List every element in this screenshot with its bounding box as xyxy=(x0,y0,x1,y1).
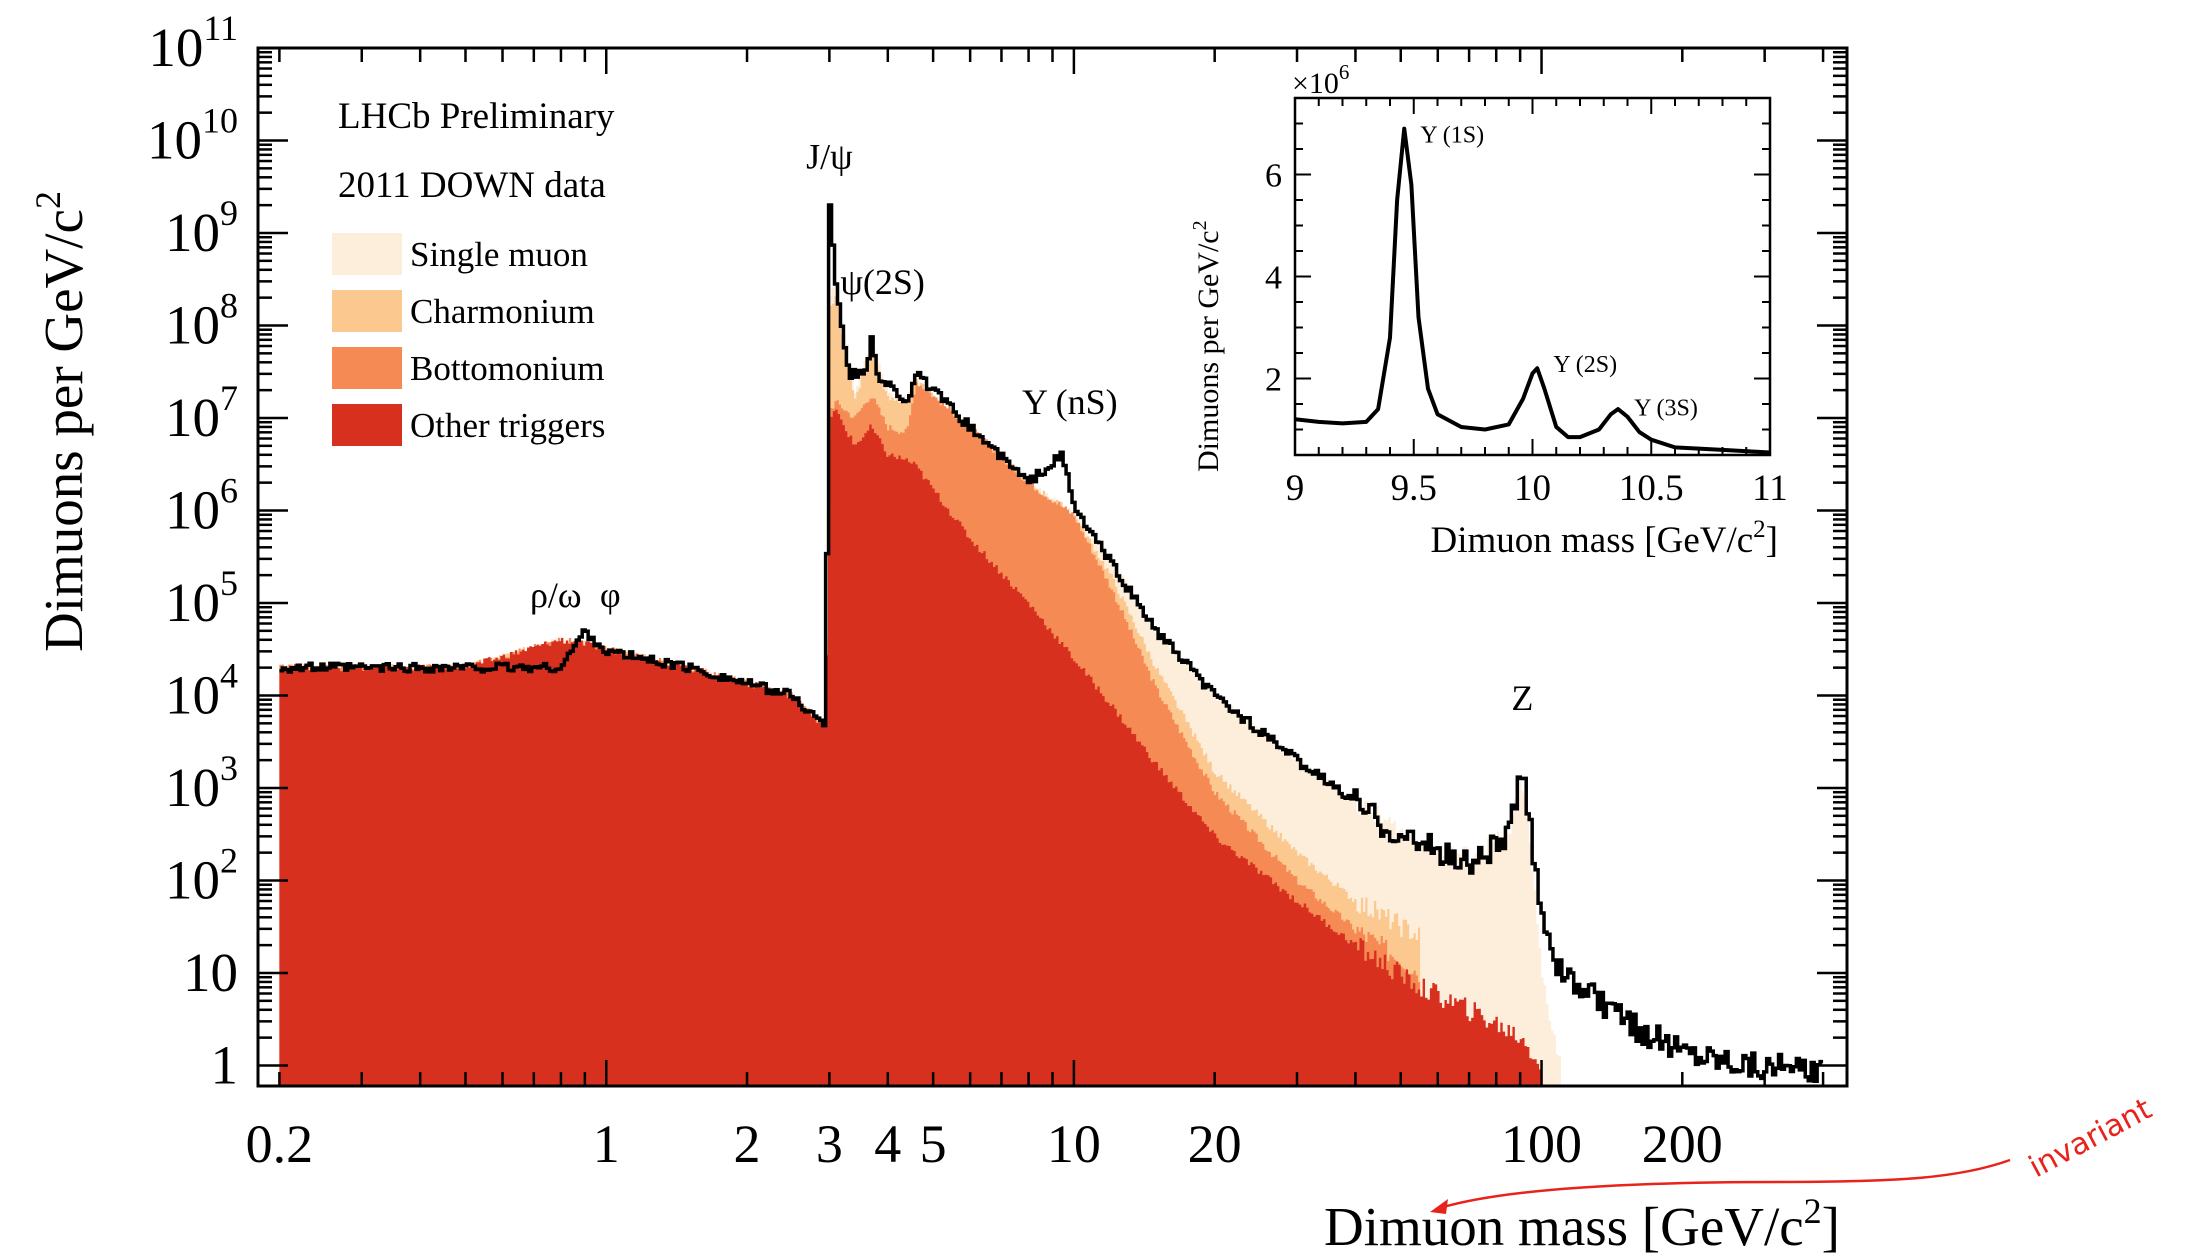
inset-y-tick-label: 6 xyxy=(1265,158,1282,195)
x-tick-label: 10 xyxy=(1047,1114,1101,1174)
x-tick-label: 3 xyxy=(816,1114,843,1174)
inset-x-tick-label: 9.5 xyxy=(1391,468,1437,509)
legend-label: Bottomonium xyxy=(410,349,604,388)
inset-peak-annotation: Υ (1S) xyxy=(1420,123,1484,149)
x-tick-label: 4 xyxy=(874,1114,901,1174)
x-tick-label: 20 xyxy=(1188,1114,1242,1174)
x-tick-label: 2 xyxy=(734,1114,761,1174)
inset-y-multiplier: ×106 xyxy=(1292,60,1349,100)
y-tick-label: 1 xyxy=(211,1034,239,1095)
experiment-label: LHCb Preliminary xyxy=(338,96,615,137)
y-tick-label: 104 xyxy=(165,655,238,725)
y-tick-label: 107 xyxy=(165,378,238,448)
inset-y-tick-label: 2 xyxy=(1265,362,1282,399)
inset-x-tick-label: 11 xyxy=(1752,468,1788,509)
inset-y-tick-label: 4 xyxy=(1265,260,1282,297)
legend-label: Single muon xyxy=(410,235,588,274)
y-tick-label: 102 xyxy=(165,840,238,910)
legend: Single muon Charmonium Bottomonium Other tr… xyxy=(332,233,605,446)
inset-x-axis-label: Dimuon mass [GeV/c2] xyxy=(1431,516,1779,561)
inset-peak-annotation: Υ (3S) xyxy=(1634,395,1698,421)
legend-label: Other triggers xyxy=(410,406,605,445)
legend-swatch xyxy=(332,290,402,332)
legend-swatch xyxy=(332,347,402,389)
peak-annotation: φ xyxy=(600,575,621,615)
y-tick-label: 105 xyxy=(165,563,238,633)
y-tick-label: 109 xyxy=(165,193,238,263)
peak-annotation: ρ/ω xyxy=(530,575,582,615)
y-tick-label: 1011 xyxy=(148,8,238,78)
x-tick-label: 0.2 xyxy=(246,1114,314,1174)
main-y-axis-label: Dimuons per GeV/c2 xyxy=(28,191,94,652)
inset-y-axis-label: Dimuons per GeV/c2 xyxy=(1189,220,1225,472)
inset-x-tick-label: 10.5 xyxy=(1619,468,1684,509)
x-tick-label: 1 xyxy=(593,1114,620,1174)
legend-swatch xyxy=(332,404,402,446)
y-tick-label: 1010 xyxy=(147,100,238,170)
inset-x-tick-label: 10 xyxy=(1514,468,1551,509)
x-tick-label: 5 xyxy=(920,1114,947,1174)
peak-annotation: Z xyxy=(1511,678,1533,718)
dataset-label: 2011 DOWN data xyxy=(338,165,606,206)
peak-annotation: Υ (nS) xyxy=(1022,382,1118,422)
legend-label: Charmonium xyxy=(410,292,595,331)
inset-plot: 9 9.5 10 10.5 11 2 4 6 Υ (1S) Υ (2S) Υ (3S) xyxy=(1265,98,1788,509)
main-x-axis-label: Dimuon mass [GeV/c2] xyxy=(1324,1191,1840,1257)
x-tick-label: 100 xyxy=(1501,1114,1582,1174)
peak-annotation: J/ψ xyxy=(806,136,853,176)
y-tick-label: 103 xyxy=(165,748,238,818)
legend-swatch xyxy=(332,233,402,275)
inset-x-tick-label: 9 xyxy=(1286,468,1305,509)
inset-peak-annotation: Υ (2S) xyxy=(1553,352,1617,378)
y-tick-label: 10 xyxy=(183,942,238,1003)
handwritten-note-text: invariant xyxy=(2023,1091,2157,1185)
y-tick-label: 108 xyxy=(165,285,238,355)
y-tick-label: 106 xyxy=(165,470,238,540)
x-tick-label: 200 xyxy=(1642,1114,1723,1174)
peak-annotation: ψ(2S) xyxy=(840,262,925,302)
series-fill-other-triggers xyxy=(279,410,1541,1086)
